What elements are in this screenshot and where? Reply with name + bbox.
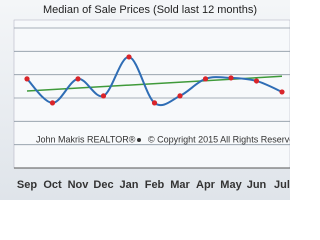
point xyxy=(24,76,30,82)
point xyxy=(279,89,285,95)
x-tick-label: Dec xyxy=(93,179,113,191)
watermark: John Makris REALTOR® xyxy=(36,134,136,144)
point xyxy=(75,76,81,82)
x-tick-label: May xyxy=(220,179,242,191)
plot-area xyxy=(13,19,290,169)
point xyxy=(49,100,56,106)
point xyxy=(100,93,107,99)
point xyxy=(177,93,183,99)
x-tick-label: Nov xyxy=(68,179,90,191)
point xyxy=(253,78,260,84)
x-tick-label: Jun xyxy=(247,179,267,191)
point xyxy=(151,100,158,106)
point xyxy=(228,75,234,81)
watermark: © Copyright 2015 All Rights Reserved xyxy=(148,134,290,144)
x-tick-label: Apr xyxy=(196,179,216,191)
x-tick-label: Sep xyxy=(17,179,37,191)
separator-dot xyxy=(137,138,141,142)
x-tick-label: Mar xyxy=(170,179,190,191)
point xyxy=(126,54,132,60)
point xyxy=(202,76,209,82)
chart: Median of Sale Prices (Sold last 12 mont… xyxy=(0,0,290,200)
x-tick-label: Jan xyxy=(120,179,139,191)
chart-title: Median of Sale Prices (Sold last 12 mont… xyxy=(43,4,257,16)
x-tick-label: Feb xyxy=(145,179,165,191)
x-tick-label: Jul xyxy=(274,179,290,191)
x-tick-label: Oct xyxy=(43,179,62,191)
